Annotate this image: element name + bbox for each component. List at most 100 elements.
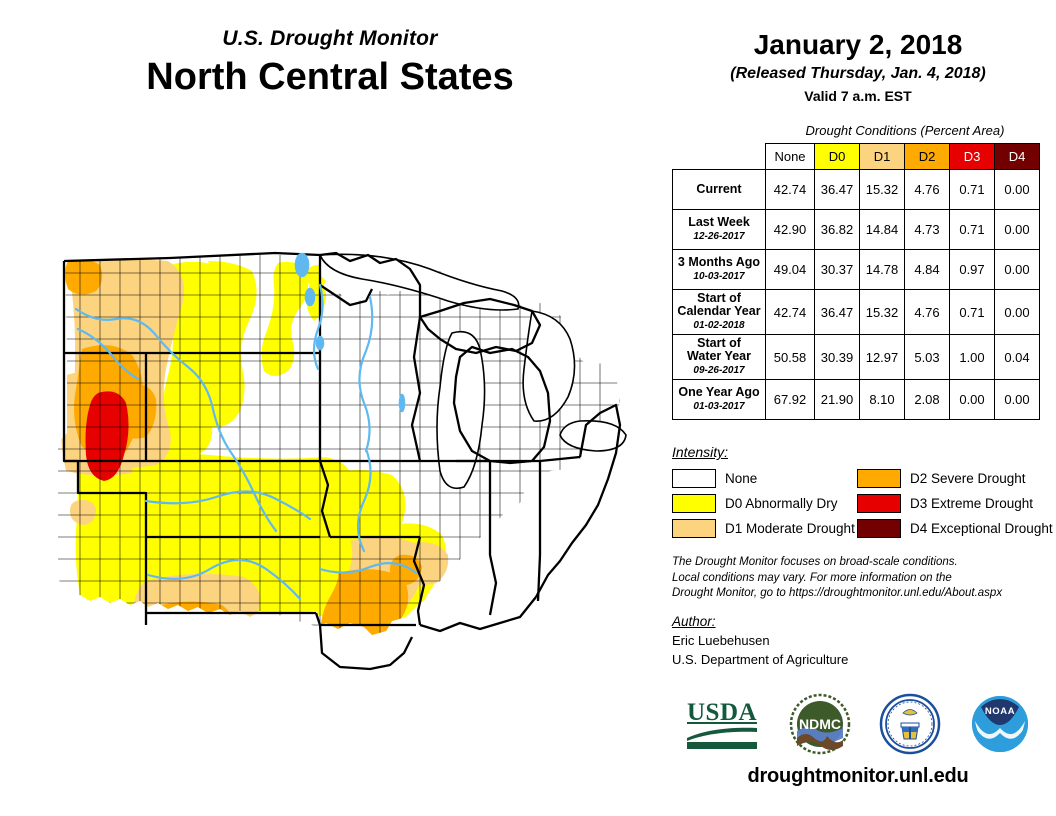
- table-row: Current 42.74 36.47 15.32 4.76 0.71 0.00: [672, 169, 1040, 210]
- row-label-date: 01-02-2018: [693, 320, 745, 331]
- map-small-lakes: [294, 252, 406, 413]
- cell-d3: 0.71: [949, 209, 995, 250]
- cell-d1: 14.84: [859, 209, 905, 250]
- cell-none: 49.04: [765, 249, 815, 290]
- author-org: U.S. Department of Agriculture: [672, 652, 849, 667]
- legend-label-none: None: [725, 471, 758, 486]
- cell-d3: 0.00: [949, 379, 995, 420]
- row-label-date: 09-26-2017: [693, 365, 745, 376]
- noaa-logo: NOAA: [972, 696, 1028, 752]
- drought-map[interactable]: [20, 225, 660, 685]
- row-label-text: Water Year: [687, 349, 751, 363]
- disclaimer-line-2: Local conditions may vary. For more info…: [672, 571, 952, 584]
- table-row: Start of Calendar Year 01-02-2018 42.74 36.4…: [672, 289, 1040, 335]
- svg-text:NOAA: NOAA: [985, 706, 1015, 717]
- table-body: Current 42.74 36.47 15.32 4.76 0.71 0.00 Last W…: [672, 169, 1040, 420]
- table-caption: Drought Conditions (Percent Area): [805, 123, 1005, 138]
- usda-logo: USDA: [687, 699, 757, 749]
- disclaimer-line-1: The Drought Monitor focuses on broad-sca…: [672, 556, 958, 568]
- legend-title: Intensity:: [672, 444, 729, 460]
- cell-d1: 12.97: [859, 334, 905, 380]
- row-label-text: Calendar Year: [677, 304, 761, 318]
- table-row: Start of Water Year 09-26-2017 50.58 30.39 12…: [672, 334, 1040, 380]
- column-header-d1: D1: [859, 143, 905, 170]
- usdc-seal-logo: [879, 693, 941, 755]
- legend-item-d2: D2 Severe Drought: [857, 466, 1047, 491]
- drought-conditions-table: None D0 D1 D2 D3 D4 Current 42.74 36.47 15.…: [672, 143, 1040, 420]
- table-header: None D0 D1 D2 D3 D4: [673, 143, 1040, 170]
- logo-row: USDA NDMC NOAA: [660, 688, 1056, 760]
- legend-item-d4: D4 Exceptional Drought: [857, 516, 1053, 541]
- legend-swatch-d1: [672, 519, 716, 538]
- cell-d0: 21.90: [814, 379, 860, 420]
- cell-d1: 15.32: [859, 169, 905, 210]
- cell-none: 50.58: [765, 334, 815, 380]
- legend-label-d3: D3 Extreme Drought: [910, 496, 1034, 511]
- legend-item-d0: D0 Abnormally Dry: [672, 491, 857, 516]
- table-header-row: None D0 D1 D2 D3 D4: [673, 143, 1040, 170]
- cell-none: 42.90: [765, 209, 815, 250]
- column-header-d0: D0: [814, 143, 860, 170]
- author-heading: Author:: [672, 614, 716, 629]
- row-label-text: Last Week: [688, 215, 750, 229]
- map-svg[interactable]: [20, 225, 660, 685]
- cell-d1: 15.32: [859, 289, 905, 335]
- cell-d3: 0.71: [949, 289, 995, 335]
- cell-d0: 30.39: [814, 334, 860, 380]
- cell-d0: 36.82: [814, 209, 860, 250]
- row-label-cell: One Year Ago 01-03-2017: [672, 379, 766, 420]
- cell-d0: 30.37: [814, 249, 860, 290]
- map-rivers: [74, 283, 418, 601]
- cell-none: 67.92: [765, 379, 815, 420]
- column-header-d3: D3: [949, 143, 995, 170]
- cell-d4: 0.04: [994, 334, 1040, 380]
- intensity-legend: Intensity: None D2 Severe Drought D0 Abnor…: [672, 444, 1053, 541]
- column-header-d2: D2: [904, 143, 950, 170]
- legend-grid: None D2 Severe Drought D0 Abnormally Dry D3…: [672, 466, 1053, 541]
- row-label-text: One Year Ago: [678, 385, 760, 399]
- row-label-date: 10-03-2017: [693, 271, 745, 282]
- legend-label-d1: D1 Moderate Drought: [725, 521, 855, 536]
- cell-d2: 4.73: [904, 209, 950, 250]
- valid-time: Valid 7 a.m. EST: [804, 88, 912, 104]
- row-label-date: 12-26-2017: [693, 231, 745, 242]
- cell-d3: 0.71: [949, 169, 995, 210]
- cell-d4: 0.00: [994, 169, 1040, 210]
- cell-d1: 14.78: [859, 249, 905, 290]
- column-header-none: None: [765, 143, 815, 170]
- cell-d2: 4.76: [904, 289, 950, 335]
- row-label-cell: Last Week 12-26-2017: [672, 209, 766, 250]
- ndmc-logo: NDMC: [789, 693, 851, 755]
- disclaimer-line-3: Drought Monitor, go to https://droughtmo…: [672, 587, 1003, 599]
- map-title-block: U.S. Drought Monitor North Central State…: [0, 26, 660, 100]
- row-label-text: 3 Months Ago: [677, 255, 761, 269]
- legend-label-d4: D4 Exceptional Drought: [910, 521, 1053, 536]
- table-row: 3 Months Ago 10-03-2017 49.04 30.37 14.78 4.8…: [672, 249, 1040, 290]
- cell-none: 42.74: [765, 169, 815, 210]
- date-block: January 2, 2018 (Released Thursday, Jan.…: [660, 28, 1056, 106]
- row-label-cell: 3 Months Ago 10-03-2017: [672, 249, 766, 290]
- cell-d4: 0.00: [994, 379, 1040, 420]
- row-label-text: Current: [696, 182, 742, 196]
- row-label-date: 01-03-2017: [693, 401, 745, 412]
- cell-d2: 4.76: [904, 169, 950, 210]
- svg-text:NDMC: NDMC: [799, 716, 841, 732]
- page-subtitle: U.S. Drought Monitor: [222, 27, 438, 50]
- table-row: Last Week 12-26-2017 42.90 36.82 14.84 4.73 0.…: [672, 209, 1040, 250]
- author-block: Author: Eric Luebehusen U.S. Department …: [672, 612, 1052, 669]
- cell-d4: 0.00: [994, 249, 1040, 290]
- site-url: droughtmonitor.unl.edu: [747, 765, 969, 787]
- legend-label-d0: D0 Abnormally Dry: [725, 496, 838, 511]
- legend-swatch-none: [672, 469, 716, 488]
- cell-d2: 2.08: [904, 379, 950, 420]
- valid-date: January 2, 2018: [753, 29, 963, 60]
- cell-d3: 0.97: [949, 249, 995, 290]
- cell-d1: 8.10: [859, 379, 905, 420]
- released-date: (Released Thursday, Jan. 4, 2018): [730, 65, 986, 82]
- column-header-d4: D4: [994, 143, 1040, 170]
- row-label-text: Start of: [697, 291, 741, 305]
- legend-swatch-d0: [672, 494, 716, 513]
- row-label-cell: Start of Water Year 09-26-2017: [672, 334, 766, 380]
- cell-d0: 36.47: [814, 169, 860, 210]
- legend-item-none: None: [672, 466, 857, 491]
